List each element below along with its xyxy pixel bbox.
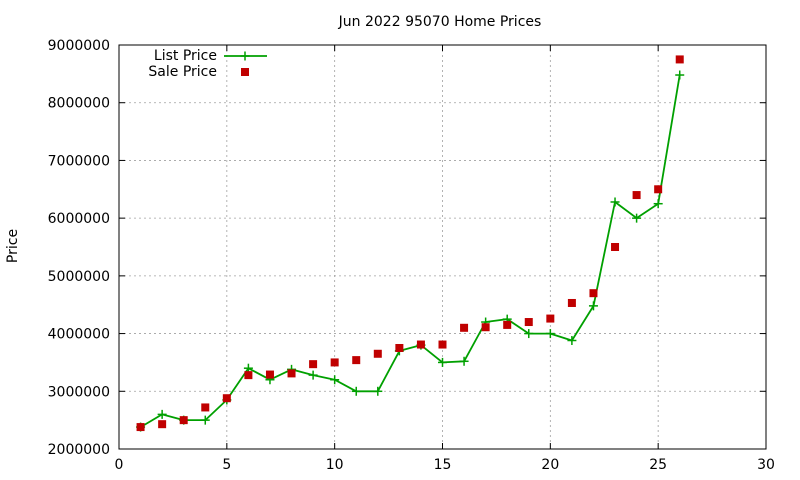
list-price-point bbox=[545, 329, 555, 339]
y-tick-label: 3000000 bbox=[48, 384, 110, 400]
grid-lines bbox=[119, 45, 766, 449]
sale-price-point bbox=[265, 370, 274, 379]
list-price-point bbox=[610, 197, 620, 207]
sale-price-point bbox=[201, 403, 210, 412]
y-tick-label: 9000000 bbox=[48, 38, 110, 54]
list-price-point bbox=[653, 199, 663, 209]
sale-price-point bbox=[179, 416, 188, 425]
y-tick-label: 6000000 bbox=[48, 211, 110, 227]
legend-label-sale-price: Sale Price bbox=[148, 64, 217, 80]
list-price-point bbox=[588, 301, 598, 311]
axis-ticks: 0 5 10 15 20 25 30 2000000 3000000 4000000 5000000… bbox=[48, 38, 775, 473]
sale-price-point bbox=[503, 320, 512, 329]
sale-price-point bbox=[373, 349, 382, 358]
x-tick-label: 20 bbox=[541, 457, 559, 473]
y-tick-label: 2000000 bbox=[48, 442, 110, 458]
chart-title: Jun 2022 95070 Home Prices bbox=[338, 14, 542, 30]
list-price-point bbox=[632, 213, 642, 223]
sale-price-point bbox=[136, 423, 145, 432]
sale-price-point bbox=[416, 340, 425, 349]
x-tick-label: 15 bbox=[434, 457, 452, 473]
y-axis-label: Price bbox=[5, 229, 21, 263]
list-price-point bbox=[373, 386, 383, 396]
sale-price-point bbox=[460, 323, 469, 332]
sale-price-point bbox=[309, 360, 318, 369]
x-tick-label: 10 bbox=[326, 457, 344, 473]
sale-price-point bbox=[567, 298, 576, 307]
list-price-point bbox=[308, 370, 318, 380]
list-price-point bbox=[459, 356, 469, 366]
y-tick-label: 5000000 bbox=[48, 269, 110, 285]
x-tick-label: 25 bbox=[649, 457, 667, 473]
sale-price-point bbox=[222, 394, 231, 403]
list-price-point bbox=[351, 386, 361, 396]
list-price-point bbox=[567, 335, 577, 345]
legend: List Price Sale Price bbox=[148, 48, 267, 80]
sale-price-point bbox=[546, 314, 555, 323]
sale-price-point bbox=[244, 371, 253, 380]
sale-price-point bbox=[158, 420, 167, 429]
x-tick-label: 0 bbox=[115, 457, 124, 473]
sale-price-point bbox=[287, 369, 296, 378]
list-price-point bbox=[330, 375, 340, 385]
sale-price-point bbox=[632, 191, 641, 200]
list-price-line bbox=[140, 74, 681, 428]
x-tick-label: 30 bbox=[757, 457, 775, 473]
sale-price-point bbox=[352, 356, 361, 365]
list-price-point bbox=[157, 409, 167, 419]
legend-label-list-price: List Price bbox=[154, 48, 217, 64]
sale-price-point bbox=[524, 318, 533, 327]
list-price-point bbox=[675, 70, 685, 80]
x-tick-label: 5 bbox=[222, 457, 231, 473]
sale-price-point bbox=[675, 55, 684, 64]
sale-price-point bbox=[438, 340, 447, 349]
list-price-point bbox=[438, 357, 447, 367]
sale-price-point bbox=[611, 243, 620, 251]
list-price-point bbox=[200, 415, 210, 425]
y-tick-label: 8000000 bbox=[48, 96, 110, 112]
sale-price-point bbox=[481, 323, 490, 332]
data-series bbox=[136, 55, 685, 432]
legend-sample-list-price-marker bbox=[240, 51, 250, 61]
legend-sample-sale-price bbox=[241, 68, 249, 76]
sale-price-point bbox=[330, 358, 339, 367]
sale-price-point bbox=[589, 289, 598, 298]
sale-price-point bbox=[654, 185, 663, 194]
y-tick-label: 7000000 bbox=[48, 153, 110, 169]
y-tick-label: 4000000 bbox=[48, 327, 110, 343]
sale-price-point bbox=[395, 344, 404, 352]
list-price-point bbox=[524, 329, 534, 339]
